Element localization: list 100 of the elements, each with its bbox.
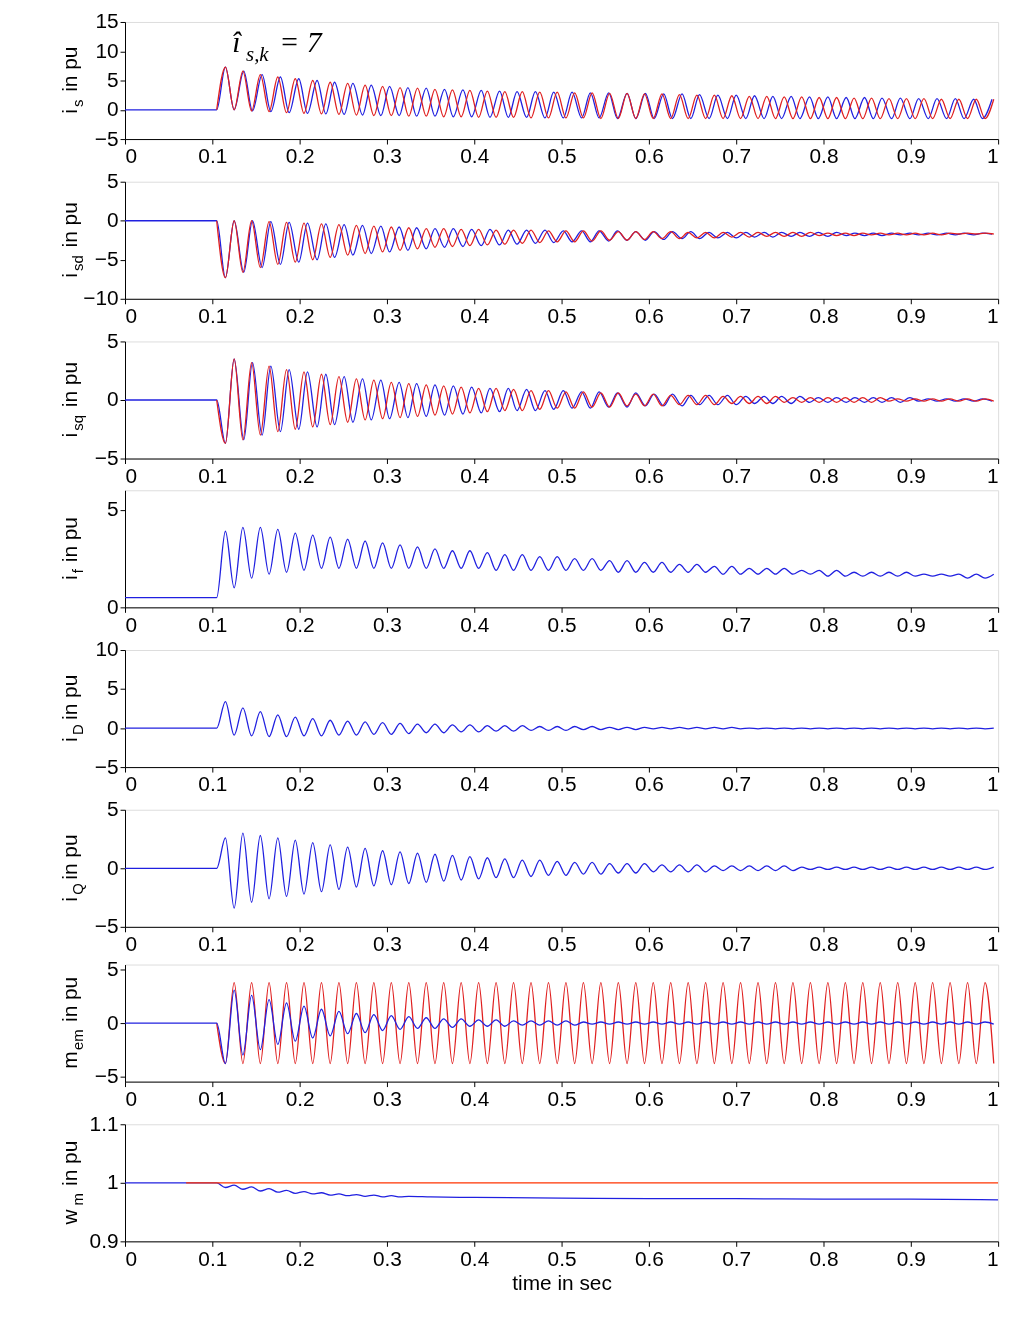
x-tick-label: 0.8 (809, 1086, 839, 1110)
x-tick-label: 0.9 (896, 144, 926, 168)
y-tick-label: 0 (106, 855, 119, 879)
y-tick-label: 0 (106, 1010, 119, 1034)
y-tick-label: 5 (106, 676, 119, 700)
x-axis-title: time in sec (512, 1271, 612, 1295)
y-tick-label: 5 (106, 957, 119, 981)
x-tick-label: 0 (125, 144, 138, 168)
x-tick-label: 1 (987, 1086, 999, 1110)
x-tick-label: 1 (987, 304, 999, 328)
x-tick-label: 0.1 (198, 1246, 228, 1270)
line-series (125, 832, 995, 909)
x-tick-label: 0.1 (198, 612, 228, 636)
y-tick-label: −5 (94, 754, 119, 778)
y-axis-title: isq in pu (58, 362, 87, 438)
y-axis-title: if in pu (58, 517, 87, 581)
x-tick-label: 0.8 (809, 463, 839, 487)
x-tick-label: 0.5 (547, 932, 577, 956)
x-tick-label: 0.8 (809, 304, 839, 328)
y-tick-label: −5 (94, 126, 119, 150)
x-tick-label: 0.2 (285, 1246, 315, 1270)
y-tick-label: 0 (106, 387, 119, 411)
x-tick-label: 1 (987, 144, 999, 168)
x-tick-label: 0.3 (372, 772, 402, 796)
x-tick-label: 0.7 (722, 1246, 752, 1270)
y-tick-label: −5 (94, 1063, 119, 1087)
x-tick-label: 0.3 (372, 612, 402, 636)
y-axis-title: iQ in pu (58, 834, 87, 902)
x-tick-label: 0.4 (460, 1246, 490, 1270)
x-tick-label: 0.3 (372, 463, 402, 487)
x-tick-label: 0.4 (460, 304, 490, 328)
x-tick-label: 0.7 (722, 144, 752, 168)
x-tick-label: 0.7 (722, 304, 752, 328)
y-axis-title: mem in pu (58, 976, 87, 1069)
x-tick-label: 0.9 (896, 1246, 926, 1270)
x-tick-label: 0.7 (722, 463, 752, 487)
x-tick-label: 0.2 (285, 612, 315, 636)
x-tick-label: 0.9 (896, 612, 926, 636)
x-tick-label: 0.4 (460, 463, 490, 487)
x-tick-label: 0.6 (634, 772, 664, 796)
x-tick-label: 0.6 (634, 144, 664, 168)
x-tick-label: 0 (125, 612, 138, 636)
x-tick-label: 1 (987, 612, 999, 636)
x-tick-label: 0.1 (198, 772, 228, 796)
x-tick-label: 0.2 (285, 772, 315, 796)
y-tick-label: 1.1 (89, 1111, 119, 1135)
x-tick-label: 0.3 (372, 144, 402, 168)
x-tick-label: 1 (987, 463, 999, 487)
x-tick-label: 0.5 (547, 144, 577, 168)
y-tick-label: 10 (95, 637, 119, 661)
x-tick-label: 0.6 (634, 463, 664, 487)
x-tick-label: 0.3 (372, 1086, 402, 1110)
y-tick-label: −5 (94, 914, 119, 938)
x-tick-label: 0.5 (547, 772, 577, 796)
x-tick-label: 0.8 (809, 144, 839, 168)
x-tick-label: 0.3 (372, 932, 402, 956)
x-tick-label: 0.8 (809, 612, 839, 636)
y-tick-label: 1 (106, 1170, 119, 1194)
x-tick-label: 0.2 (285, 463, 315, 487)
x-tick-label: 0.7 (722, 612, 752, 636)
y-tick-label: 5 (106, 797, 119, 821)
x-tick-label: 0.9 (896, 463, 926, 487)
x-tick-label: 0.1 (198, 463, 228, 487)
y-axis-title: wm in pu (58, 1140, 87, 1226)
y-tick-label: 0 (106, 208, 119, 232)
x-tick-label: 0.2 (285, 304, 315, 328)
x-tick-label: 0.4 (460, 612, 490, 636)
x-tick-label: 0.5 (547, 1086, 577, 1110)
x-tick-label: 0.2 (285, 144, 315, 168)
y-tick-label: 10 (95, 38, 119, 62)
x-tick-label: 0.8 (809, 1246, 839, 1270)
x-tick-label: 1 (987, 932, 999, 956)
x-tick-label: 0.7 (722, 932, 752, 956)
x-tick-label: 0.2 (285, 932, 315, 956)
y-tick-label: 5 (106, 497, 119, 521)
y-tick-label: 5 (106, 67, 119, 91)
line-series (125, 700, 995, 738)
x-tick-label: 0 (125, 1086, 138, 1110)
x-tick-label: 0.1 (198, 304, 228, 328)
x-tick-label: 0.4 (460, 1086, 490, 1110)
x-tick-label: 0.9 (896, 1086, 926, 1110)
y-tick-label: −10 (83, 286, 119, 310)
x-tick-label: 1 (987, 772, 999, 796)
x-tick-label: 0.9 (896, 304, 926, 328)
x-tick-label: 0.1 (198, 1086, 228, 1110)
x-tick-label: 0 (125, 304, 138, 328)
y-tick-label: 5 (106, 328, 119, 352)
x-tick-label: 0.1 (198, 144, 228, 168)
x-tick-label: 0.5 (547, 1246, 577, 1270)
x-tick-label: 1 (987, 1246, 999, 1270)
y-tick-label: 0 (106, 97, 119, 121)
x-tick-label: 0.6 (634, 1086, 664, 1110)
x-tick-label: 0.4 (460, 932, 490, 956)
x-tick-label: 0.3 (372, 304, 402, 328)
x-tick-label: 0.1 (198, 932, 228, 956)
y-axis-title: is in pu (58, 46, 87, 114)
y-tick-label: 15 (95, 9, 119, 33)
x-tick-label: 0.6 (634, 932, 664, 956)
x-tick-label: 0.8 (809, 772, 839, 796)
x-tick-label: 0 (125, 932, 138, 956)
